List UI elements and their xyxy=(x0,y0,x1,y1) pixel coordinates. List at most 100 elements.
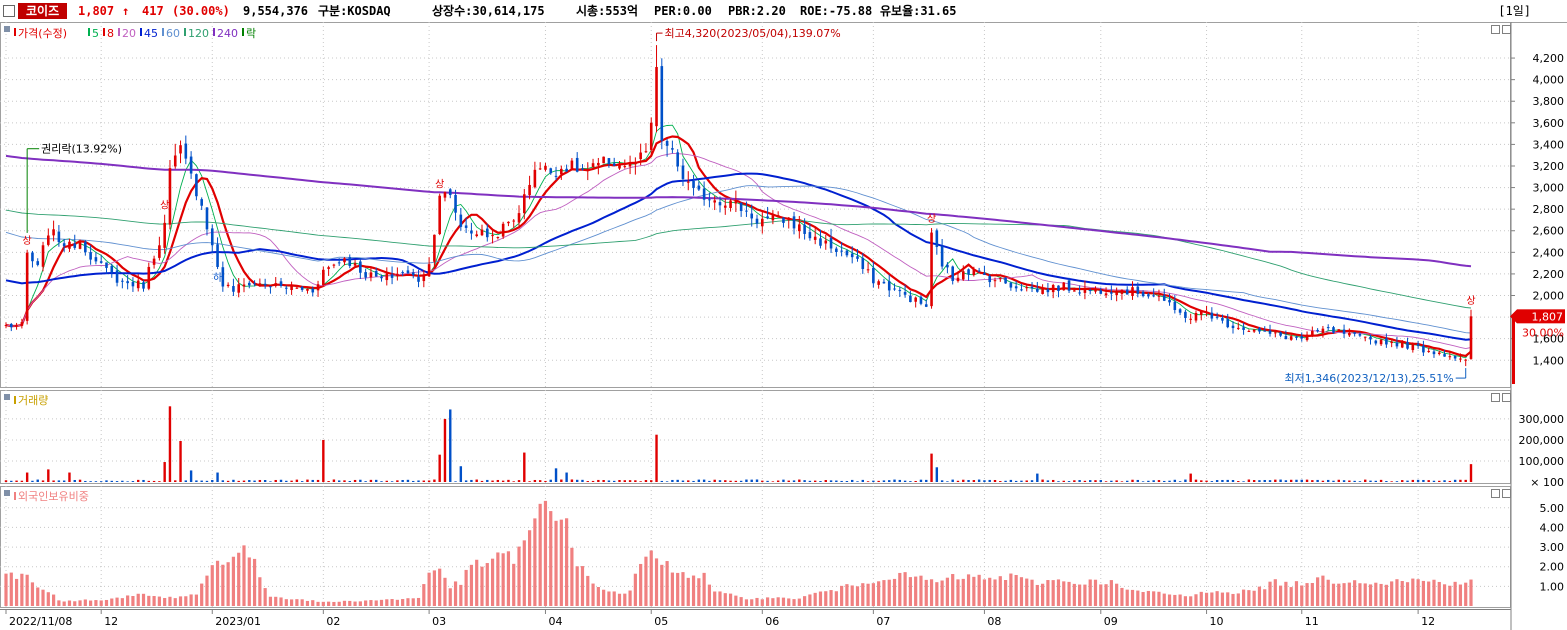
candle xyxy=(126,274,129,290)
candle xyxy=(464,217,468,234)
volume-bar xyxy=(761,480,764,482)
foreign-ratio-bar xyxy=(1231,593,1235,606)
price-tick-label: 3,400 xyxy=(1533,138,1565,151)
foreign-ratio-bar xyxy=(908,577,912,606)
ma240-line xyxy=(5,154,1472,268)
volume-bar xyxy=(851,479,854,482)
minimize-icon[interactable] xyxy=(1491,489,1500,498)
volume-bar xyxy=(443,418,447,482)
candle xyxy=(274,277,278,288)
candle xyxy=(285,285,288,295)
foreign-ratio-bar xyxy=(1093,579,1098,606)
candle xyxy=(1369,334,1372,345)
volume-bar xyxy=(115,481,119,482)
candle xyxy=(15,322,18,330)
volume-bar xyxy=(221,480,225,482)
foreign-ratio-bar xyxy=(438,568,442,606)
candle xyxy=(94,252,98,265)
candle xyxy=(930,228,933,309)
candle xyxy=(1263,326,1267,332)
volume-bar xyxy=(1083,480,1087,482)
volume-bar xyxy=(713,479,716,482)
volume-bar xyxy=(697,479,701,482)
candle xyxy=(644,143,648,153)
candle xyxy=(247,280,251,289)
volume-bar xyxy=(909,481,912,482)
foreign-ratio-bar xyxy=(406,598,410,606)
pane-menu-icon[interactable] xyxy=(4,394,10,400)
volume-bar xyxy=(486,479,489,482)
candle xyxy=(940,239,944,270)
volume-bar xyxy=(1459,479,1462,482)
foreign-ratio-bar xyxy=(1284,581,1288,606)
candle xyxy=(184,135,188,165)
select-checkbox[interactable] xyxy=(3,5,15,17)
candle xyxy=(1342,324,1346,338)
candle xyxy=(523,188,526,220)
volume-bar xyxy=(1390,481,1393,482)
volume-bar xyxy=(1453,479,1457,482)
candle xyxy=(538,162,542,171)
foreign-ratio-bar xyxy=(490,558,495,606)
price-tick-label: 4,000 xyxy=(1533,74,1565,87)
period-selector[interactable]: [1일] xyxy=(1498,4,1531,18)
ma45-line xyxy=(5,172,1472,341)
foreign-ratio-bar xyxy=(776,597,780,606)
per-value: PER:0.00 xyxy=(654,4,712,18)
volume-bar xyxy=(750,479,753,482)
close-icon[interactable] xyxy=(1502,393,1511,402)
candle xyxy=(951,265,954,285)
candle xyxy=(1051,283,1055,299)
foreign-ratio-bar xyxy=(1421,580,1426,606)
volume-bar xyxy=(745,479,748,482)
upper-limit-marker: 상 xyxy=(23,235,32,247)
minimize-icon[interactable] xyxy=(1491,25,1500,34)
price-tick-label: 2,600 xyxy=(1533,225,1565,238)
volume-bar xyxy=(1448,480,1452,482)
foreign-ratio-bar xyxy=(1458,584,1463,606)
candle xyxy=(628,155,632,175)
foreign-ratio-bar xyxy=(660,564,664,606)
volume-bar xyxy=(1131,479,1134,482)
upper-limit-marker: 상 xyxy=(1466,295,1475,307)
foreign-ratio-bar xyxy=(332,601,336,606)
stock-name[interactable]: 코이즈 xyxy=(18,3,68,19)
candle xyxy=(1083,280,1087,300)
candle xyxy=(1073,289,1076,292)
candle xyxy=(565,164,568,173)
foreign-ratio-bar xyxy=(1152,591,1156,606)
candle xyxy=(597,157,600,175)
minimize-icon[interactable] xyxy=(1491,393,1500,402)
foreign-ratio-bar xyxy=(575,566,579,606)
foreign-ratio-bar xyxy=(951,574,955,606)
up-arrow-icon: ↑ xyxy=(122,4,130,18)
foreign-ratio-bar xyxy=(977,574,981,606)
candle xyxy=(581,164,584,171)
candle xyxy=(173,143,177,169)
candle xyxy=(348,254,352,269)
foreign-ratio-bar xyxy=(866,583,870,606)
pbr-value: PBR:2.20 xyxy=(728,4,786,18)
candle xyxy=(1036,281,1039,293)
candle xyxy=(517,205,521,229)
foreign-ratio-bar xyxy=(877,581,881,606)
candle xyxy=(1194,310,1198,323)
foreign-ratio-bar xyxy=(1189,596,1193,606)
close-icon[interactable] xyxy=(1502,489,1511,498)
foreign-ratio-bar xyxy=(771,598,775,606)
pane-menu-icon[interactable] xyxy=(4,490,10,496)
close-icon[interactable] xyxy=(1502,25,1511,34)
candle xyxy=(422,269,426,288)
candle xyxy=(1184,309,1187,323)
pane-menu-icon[interactable] xyxy=(4,26,10,32)
foreign-ratio-bar xyxy=(596,587,600,606)
volume-bar xyxy=(1374,480,1378,482)
candle xyxy=(369,266,373,282)
volume-bar xyxy=(935,467,939,482)
candle xyxy=(306,288,309,294)
foreign-ratio-bar xyxy=(1115,583,1119,606)
volume-bar xyxy=(660,480,664,482)
volume-bar xyxy=(422,480,426,482)
volume-bar xyxy=(718,480,722,482)
